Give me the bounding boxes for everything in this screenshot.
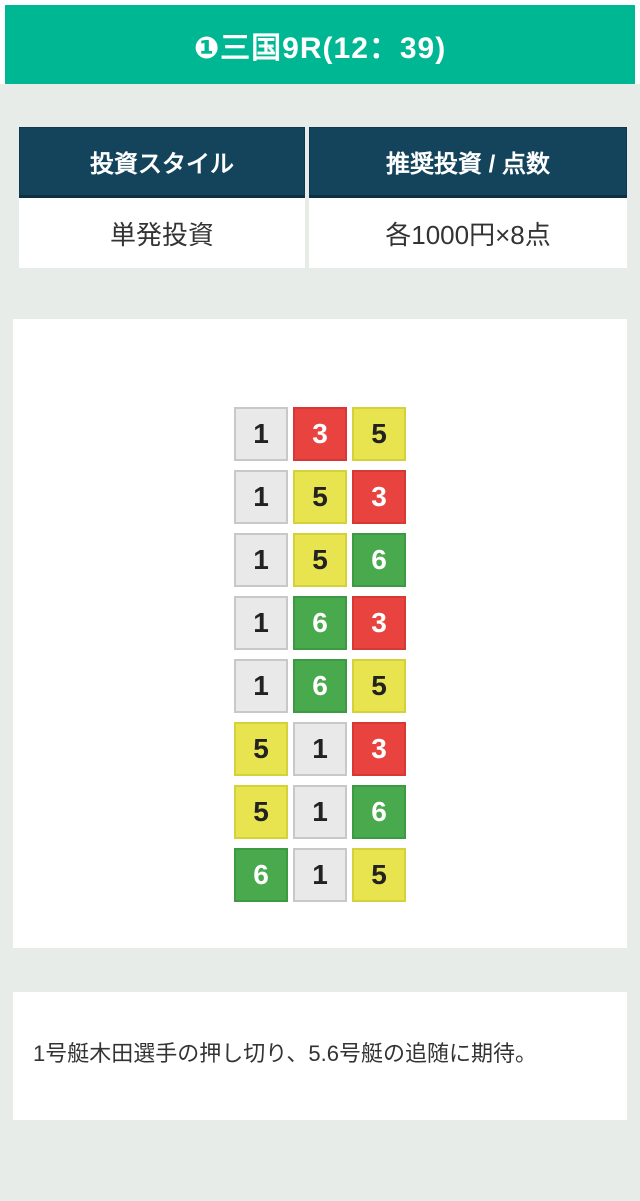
prediction-tile-5: 5 (352, 659, 406, 713)
prediction-tile-3: 3 (293, 407, 347, 461)
recommended-investment-value: 各1000円×8点 (309, 198, 627, 268)
prediction-tile-5: 5 (352, 407, 406, 461)
race-header: ❶三国9R(12：39) (5, 5, 635, 84)
prediction-tile-3: 3 (352, 596, 406, 650)
prediction-tile-6: 6 (293, 659, 347, 713)
prediction-tile-3: 3 (352, 722, 406, 776)
prediction-tile-6: 6 (352, 785, 406, 839)
prediction-tile-1: 1 (234, 533, 288, 587)
prediction-tile-5: 5 (293, 533, 347, 587)
comment-card: 1号艇木田選手の押し切り、5.6号艇の追随に期待。 (13, 992, 627, 1120)
prediction-tile-1: 1 (293, 848, 347, 902)
prediction-tile-1: 1 (293, 785, 347, 839)
investment-style-value: 単発投資 (19, 198, 305, 268)
prediction-tile-1: 1 (293, 722, 347, 776)
investment-style-header: 投資スタイル (19, 127, 305, 198)
prediction-tile-3: 3 (352, 470, 406, 524)
investment-table: 投資スタイル 単発投資 推奨投資 / 点数 各1000円×8点 (19, 127, 627, 268)
prediction-tile-1: 1 (234, 407, 288, 461)
investment-style-column: 投資スタイル 単発投資 (19, 127, 305, 268)
prediction-tile-5: 5 (234, 785, 288, 839)
recommended-investment-column: 推奨投資 / 点数 各1000円×8点 (309, 127, 627, 268)
prediction-tile-5: 5 (352, 848, 406, 902)
comment-text: 1号艇木田選手の押し切り、5.6号艇の追随に期待。 (33, 1041, 537, 1066)
prediction-tile-6: 6 (352, 533, 406, 587)
prediction-tile-6: 6 (234, 848, 288, 902)
prediction-tile-5: 5 (234, 722, 288, 776)
prediction-tile-6: 6 (293, 596, 347, 650)
prediction-tile-1: 1 (234, 596, 288, 650)
race-title: ❶三国9R(12：39) (193, 31, 447, 65)
recommended-investment-header: 推奨投資 / 点数 (309, 127, 627, 198)
prediction-tile-1: 1 (234, 659, 288, 713)
prediction-tile-5: 5 (293, 470, 347, 524)
prediction-tile-1: 1 (234, 470, 288, 524)
